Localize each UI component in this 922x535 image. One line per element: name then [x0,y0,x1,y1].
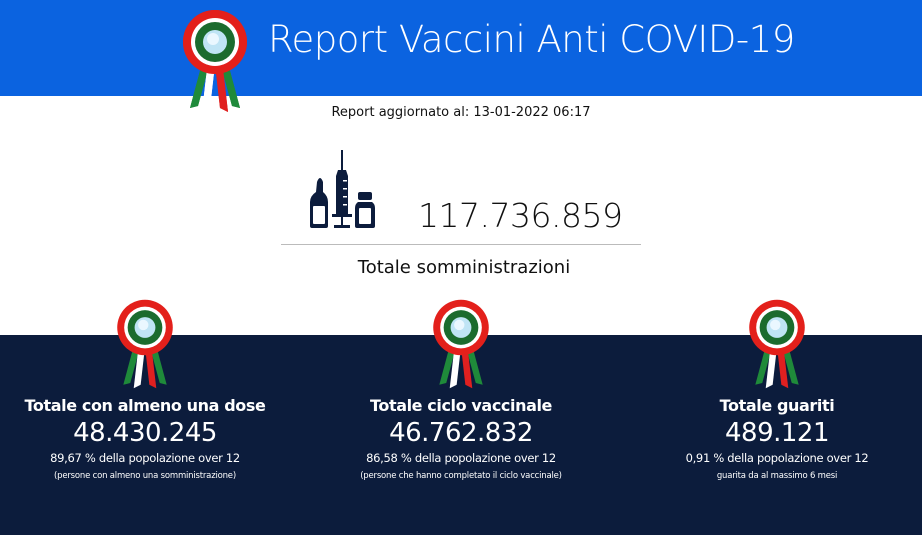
stat-value: 48.430.245 [73,418,217,448]
stat-card-recovered: Totale guariti 489.121 0,91 % della popo… [627,298,922,481]
rosette-icon [747,298,807,390]
stat-note: (persone che hanno completato il ciclo v… [360,471,562,481]
stat-value: 46.762.832 [389,418,533,448]
total-administrations-value: 117.736.859 [418,196,623,235]
stat-note: (persone con almeno una somministrazione… [54,471,236,481]
total-administrations-label: Totale somministrazioni [357,257,571,278]
stat-title: Totale ciclo vaccinale [369,396,553,415]
stat-card-full-cycle: Totale ciclo vaccinale 46.762.832 86,58 … [311,298,611,481]
rosette-icon [431,298,491,390]
stat-card-first-dose: Totale con almeno una dose 48.430.245 89… [0,298,295,481]
report-updated-text: Report aggiornato al: 13-01-2022 06:17 [331,105,591,120]
stat-note: guarita da al massimo 6 mesi [716,471,838,481]
stat-percent: 89,67 % della popolazione over 12 [50,451,240,465]
rosette-icon [115,298,175,390]
page-title: Report Vaccini Anti COVID-19 [268,18,795,61]
stat-percent: 86,58 % della popolazione over 12 [366,451,556,465]
stat-value: 489.121 [724,418,830,448]
stat-title: Totale con almeno una dose [24,396,266,415]
stat-percent: 0,91 % della popolazione over 12 [685,451,869,465]
vaccine-syringe-icon [310,150,375,228]
header-bar: Report Vaccini Anti COVID-19 [0,0,922,96]
stat-title: Totale guariti [719,396,835,415]
divider [281,244,641,245]
rosette-icon [182,8,248,114]
